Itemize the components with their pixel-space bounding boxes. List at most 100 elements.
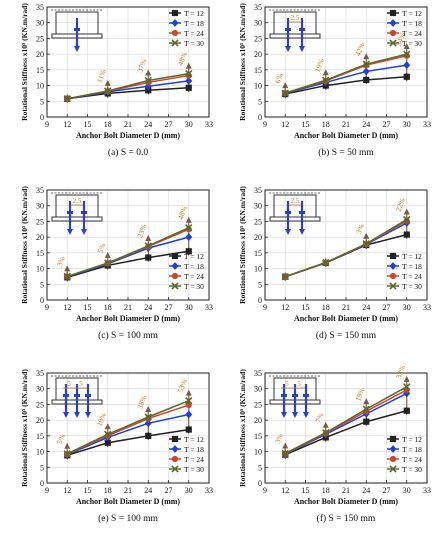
panel-caption: (e) S = 100 mm (98, 513, 158, 524)
y-tick-label: 30 (254, 202, 262, 211)
y-tick-label: 0 (258, 479, 262, 488)
legend-marker (171, 435, 179, 443)
y-tick-label: 5 (40, 463, 44, 472)
x-tick-label: 30 (403, 303, 411, 312)
legend-marker (389, 19, 397, 27)
legend-label: T = 12 (402, 435, 422, 444)
legend-label: T = 30 (402, 39, 422, 48)
bolt-arrow (303, 412, 309, 418)
x-tick-label: 27 (383, 120, 391, 129)
legend-label: T = 18 (184, 445, 204, 454)
annotation-percent: 5% (55, 433, 67, 445)
legend-label: T = 30 (402, 282, 422, 291)
x-tick-label: 15 (302, 486, 310, 495)
inset-diagram: 2.5 (269, 192, 321, 235)
annotation-arrowhead (145, 406, 152, 412)
y-axis-label: Rotational Stiffness x10⁵ (KN.m/rad) (238, 186, 247, 304)
data-point (144, 419, 152, 428)
data-point (145, 87, 152, 94)
x-tick-label: 33 (423, 120, 431, 129)
data-point (185, 396, 193, 405)
data-point (104, 430, 112, 438)
y-tick-label: 30 (254, 385, 262, 394)
legend-label: T = 18 (402, 445, 422, 454)
bolt-nut (285, 28, 291, 31)
bolt-nut (292, 394, 298, 397)
legend-label: T = 24 (184, 29, 204, 38)
data-point (144, 413, 152, 421)
data-point (281, 449, 289, 458)
legend-marker (171, 39, 179, 47)
legend-marker (171, 262, 179, 270)
x-tick-label: 27 (165, 120, 173, 129)
x-tick-label: 24 (362, 303, 370, 312)
y-tick-label: 30 (36, 202, 44, 211)
legend-label: T = 30 (184, 465, 204, 474)
y-tick-label: 15 (36, 66, 44, 75)
data-point (403, 383, 411, 391)
data-point (63, 272, 71, 281)
legend-label: T = 18 (402, 262, 422, 271)
x-tick-label: 15 (84, 303, 92, 312)
y-axis-label: Rotational Stiffness x10⁵ (KN.m/rad) (238, 3, 247, 121)
x-tick-label: 15 (302, 303, 310, 312)
x-tick-label: 24 (144, 303, 152, 312)
y-tick-label: 5 (258, 97, 262, 106)
series-line (67, 87, 189, 100)
annotation-percent: 3% (273, 432, 285, 444)
legend-marker (389, 455, 397, 463)
panel-caption: (f) S = 150 mm (317, 513, 376, 524)
x-tick-label: 33 (423, 486, 431, 495)
data-point (403, 73, 410, 80)
series-line (285, 218, 408, 278)
inset-dimension-label: 5 (285, 380, 289, 388)
inset-base-plate (269, 33, 321, 39)
data-point (363, 76, 370, 84)
legend-marker (171, 252, 179, 260)
series-line (66, 399, 190, 455)
bolt-nut (285, 211, 291, 214)
panel-caption: (b) S = 50 mm (318, 147, 374, 158)
data-point (145, 254, 152, 261)
series-line (285, 64, 407, 95)
x-tick-label: 21 (342, 486, 350, 495)
annotation-percent: 23% (135, 223, 148, 239)
series-line (67, 428, 189, 457)
y-tick-label: 30 (254, 19, 262, 28)
legend-label: T = 18 (184, 262, 204, 271)
y-tick-label: 0 (40, 113, 44, 122)
x-tick-label: 12 (281, 120, 289, 129)
data-point (144, 76, 152, 85)
y-tick-label: 15 (36, 249, 44, 258)
data-point (185, 410, 193, 419)
bolt-arrow (299, 229, 305, 235)
data-point (322, 429, 330, 437)
data-point (104, 87, 112, 95)
annotation-percent: 48% (176, 205, 189, 221)
data-point (322, 258, 330, 267)
y-tick-label: 25 (254, 217, 262, 226)
y-tick-label: 20 (36, 50, 44, 59)
annotation-percent: 37% (135, 58, 148, 74)
y-tick-label: 35 (36, 186, 44, 195)
inset-diagram (51, 9, 103, 52)
legend-marker (389, 29, 397, 37)
y-axis-label: Rotational Stiffness x10⁵ (KN.m/rad) (20, 186, 29, 304)
x-tick-label: 9 (45, 303, 49, 312)
annotation-arrowhead (104, 79, 111, 86)
inset-dimension-label: 2.5 (291, 14, 300, 22)
y-tick-label: 20 (36, 416, 44, 425)
x-tick-label: 24 (144, 486, 152, 495)
legend-marker (171, 9, 179, 17)
x-tick-label: 30 (403, 486, 411, 495)
x-tick-label: 21 (124, 120, 132, 129)
y-tick-label: 25 (36, 217, 44, 226)
legend-marker (389, 39, 397, 47)
annotation-arrowhead (145, 234, 152, 241)
x-tick-label: 18 (104, 120, 112, 129)
x-axis-label: Anchor Bolt Diameter D (mm) (294, 131, 398, 140)
x-tick-label: 30 (185, 486, 193, 495)
series-line (284, 386, 408, 455)
annotation-arrowhead (322, 421, 329, 428)
